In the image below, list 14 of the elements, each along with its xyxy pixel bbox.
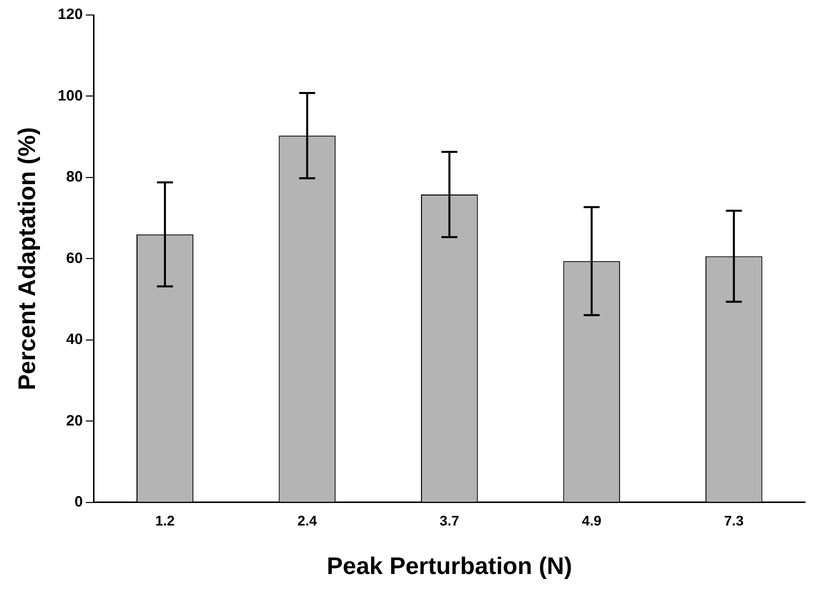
y-tick-label: 20 [66, 412, 83, 430]
x-axis-title: Peak Perturbation (N) [326, 553, 572, 580]
y-tick-label: 60 [66, 250, 83, 267]
y-axis-title: Percent Adaptation (%) [14, 127, 42, 390]
x-tick-label: 2.4 [297, 512, 318, 529]
y-tick-label: 120 [58, 6, 83, 24]
y-tick-label: 100 [58, 87, 83, 104]
x-tick-label: 1.2 [155, 512, 175, 529]
x-tick-label: 3.7 [440, 512, 460, 529]
y-tick-label: 40 [66, 331, 83, 348]
x-tick-label: 7.3 [724, 512, 744, 529]
x-tick-label: 4.9 [582, 512, 602, 529]
y-tick-label: 0 [74, 494, 83, 511]
y-tick-label: 80 [66, 168, 83, 186]
